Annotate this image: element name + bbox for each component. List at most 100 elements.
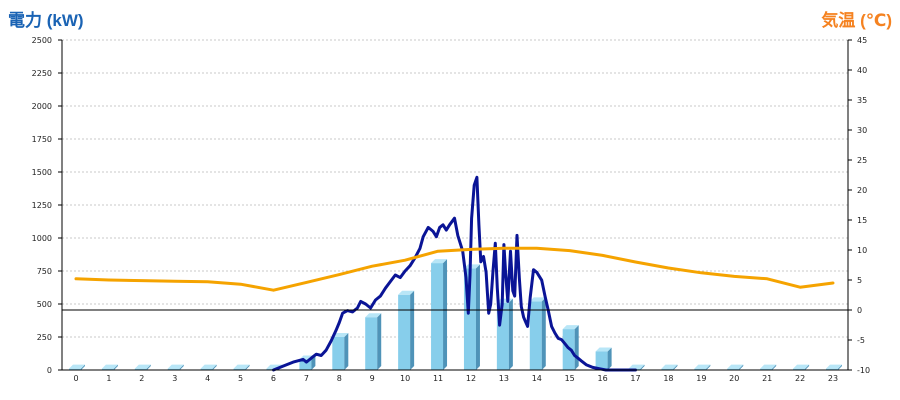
axes: [58, 39, 852, 371]
bar-top: [431, 259, 448, 264]
x-tick-label: 9: [370, 374, 375, 383]
bar-front: [332, 337, 345, 370]
right-tick-label: -5: [857, 336, 865, 345]
left-tick-label: 1500: [32, 168, 52, 177]
right-tick-label: 40: [857, 66, 867, 75]
bar-side: [508, 298, 513, 370]
x-tick-label: 21: [762, 374, 772, 383]
bar-front: [694, 368, 707, 370]
bar-front: [431, 263, 444, 370]
bar-front: [365, 317, 378, 370]
x-tick-label: 1: [106, 374, 111, 383]
bar-side: [739, 364, 744, 370]
x-tick-label: 19: [696, 374, 706, 383]
x-tick-label: 20: [729, 374, 739, 383]
bar-front: [595, 351, 608, 370]
bar-top: [101, 364, 118, 369]
x-tick-label: 14: [532, 374, 542, 383]
bar-side: [146, 364, 151, 370]
bar-front: [69, 368, 81, 370]
x-tick-label: 10: [400, 374, 410, 383]
bar-top: [694, 364, 711, 369]
bar-side: [574, 325, 579, 370]
x-tick-label: 18: [663, 374, 673, 383]
bar-side: [245, 364, 250, 370]
x-tick-label: 13: [499, 374, 509, 383]
bar-side: [805, 364, 810, 370]
bar-side: [410, 290, 415, 370]
bar-top: [398, 290, 415, 295]
bar-side: [673, 364, 678, 370]
x-tick-label: 11: [433, 374, 443, 383]
left-tick-label: 250: [37, 333, 52, 342]
x-tick-label: 22: [795, 374, 805, 383]
right-tick-label: 5: [857, 276, 862, 285]
x-tick-label: 4: [205, 374, 210, 383]
bar-front: [661, 368, 674, 370]
bar-top: [365, 313, 382, 318]
tick-labels: 02505007501000125015001750200022502500-1…: [32, 36, 870, 383]
right-tick-label: 20: [857, 186, 867, 195]
bar-top: [661, 364, 678, 369]
bar-side: [772, 364, 777, 370]
x-tick-label: 12: [466, 374, 476, 383]
x-tick-label: 8: [337, 374, 342, 383]
bar-top: [233, 364, 250, 369]
bar-top: [463, 264, 480, 269]
right-tick-label: 0: [857, 306, 862, 315]
bar-side: [179, 364, 184, 370]
bar-top: [200, 364, 217, 369]
left-axis-title: 電力 (kW): [8, 11, 84, 30]
left-tick-label: 0: [47, 366, 52, 375]
bar-front: [167, 368, 180, 370]
bar-front: [200, 368, 213, 370]
bar-front: [134, 368, 147, 370]
x-tick-label: 5: [238, 374, 243, 383]
left-tick-label: 2500: [32, 36, 52, 45]
grid-lines: [62, 39, 848, 338]
bar-top: [760, 364, 777, 369]
bar-side: [443, 259, 448, 370]
bar-side: [541, 297, 546, 370]
right-tick-label: 15: [857, 216, 867, 225]
x-tick-label: 6: [271, 374, 276, 383]
left-tick-label: 1250: [32, 201, 52, 210]
temperature-line: [74, 246, 835, 292]
left-tick-label: 2250: [32, 69, 52, 78]
bar-front: [760, 368, 773, 370]
bar-top: [69, 364, 85, 369]
x-tick-label: 23: [828, 374, 838, 383]
bar-top: [332, 333, 349, 337]
left-tick-label: 750: [37, 267, 52, 276]
bar-front: [398, 294, 411, 370]
bar-side: [607, 347, 612, 370]
x-tick-label: 2: [139, 374, 144, 383]
right-tick-label: 30: [857, 126, 867, 135]
power-line: [272, 175, 637, 372]
bar-top: [134, 364, 151, 369]
bar-side: [344, 333, 349, 370]
bar-top: [727, 364, 744, 369]
right-tick-label: 25: [857, 156, 867, 165]
bar-top: [529, 297, 546, 302]
bar-top: [628, 364, 645, 369]
bar-side: [838, 364, 842, 370]
bar-side: [377, 313, 382, 370]
left-tick-label: 1750: [32, 135, 52, 144]
right-tick-label: 10: [857, 246, 867, 255]
right-axis-title: 気温 (℃): [821, 11, 892, 30]
bar-side: [640, 364, 645, 370]
bar-front: [233, 368, 246, 370]
x-tick-label: 15: [565, 374, 575, 383]
bar-top: [562, 325, 579, 330]
bar-front: [727, 368, 740, 370]
x-tick-label: 0: [73, 374, 78, 383]
bar-side: [706, 364, 711, 370]
x-tick-label: 7: [304, 374, 309, 383]
bar-front: [826, 368, 838, 370]
bar-front: [101, 368, 114, 370]
left-tick-label: 1000: [32, 234, 52, 243]
right-tick-label: 35: [857, 96, 867, 105]
right-tick-label: -10: [857, 366, 870, 375]
